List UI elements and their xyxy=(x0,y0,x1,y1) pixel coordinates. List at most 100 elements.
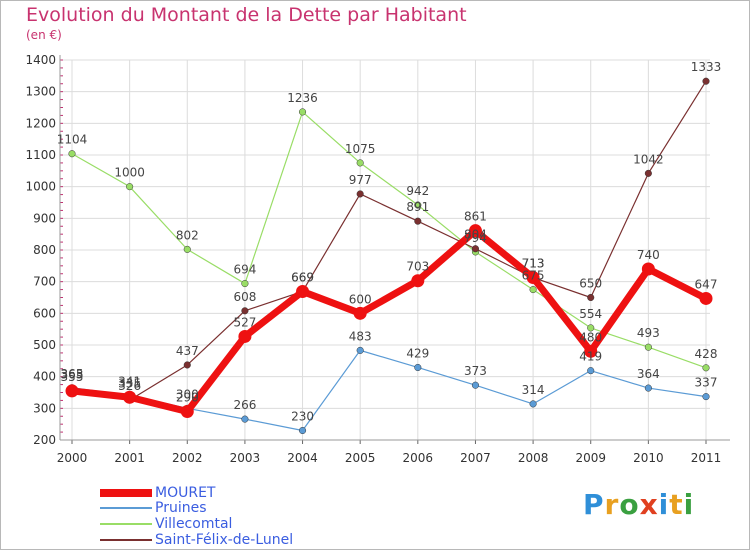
data-label-mouret: 740 xyxy=(637,248,660,262)
point-villecomtal xyxy=(356,159,364,167)
data-label-pruines: 373 xyxy=(464,364,487,378)
series-line-pruines xyxy=(71,349,707,432)
point-villecomtal xyxy=(298,108,307,116)
point-mouret xyxy=(238,329,252,343)
grid xyxy=(60,59,710,441)
y-tick-label: 1100 xyxy=(25,148,56,162)
point-pruines xyxy=(298,426,307,435)
data-label-villecomtal: 428 xyxy=(695,347,718,361)
series-line-saint-f-lix-de-lunel xyxy=(71,80,707,401)
data-label-mouret: 703 xyxy=(406,260,429,274)
logo-letter: x xyxy=(639,488,659,521)
legend-item-pruines: Pruines xyxy=(100,500,207,516)
data-label-pruines: 429 xyxy=(406,346,429,360)
data-label-villecomtal: 1104 xyxy=(57,133,88,147)
data-label-villecomtal: 675 xyxy=(522,269,545,283)
data-label-villecomtal: 1236 xyxy=(287,91,318,105)
y-tick-label: 1000 xyxy=(25,180,56,194)
point-pruines xyxy=(414,363,422,372)
y-tick-label: 1200 xyxy=(25,116,56,130)
y-tick-label: 1400 xyxy=(25,53,56,67)
y-tick-label: 400 xyxy=(33,370,56,384)
legend-swatch xyxy=(100,539,152,541)
point-pruines xyxy=(702,393,710,401)
point-mouret xyxy=(353,306,367,320)
point-mouret xyxy=(584,344,598,358)
y-tick-label: 800 xyxy=(33,243,56,257)
x-tick-label: 2008 xyxy=(518,451,549,465)
data-label-saint-f-lix-de-lunel: 669 xyxy=(291,270,314,284)
point-villecomtal xyxy=(241,280,249,288)
point-mouret xyxy=(296,284,310,298)
legend-item-saint-f-lix-de-lunel: Saint-Félix-de-Lunel xyxy=(100,532,293,548)
point-mouret xyxy=(526,271,540,285)
point-mouret xyxy=(411,274,425,288)
data-label-villecomtal: 493 xyxy=(637,326,660,340)
y-tick-label: 300 xyxy=(33,401,56,415)
point-villecomtal xyxy=(414,201,422,209)
data-label-mouret: 290 xyxy=(176,391,199,405)
legend-item-mouret: MOURET xyxy=(100,485,215,501)
y-tick-label: 900 xyxy=(33,211,56,225)
point-saint-f-lix-de-lunel xyxy=(241,307,249,315)
point-mouret xyxy=(699,291,713,305)
point-villecomtal xyxy=(68,150,76,158)
x-tick-label: 2007 xyxy=(460,451,491,465)
point-saint-f-lix-de-lunel xyxy=(471,245,480,253)
data-label-pruines: 483 xyxy=(349,329,372,343)
point-pruines xyxy=(529,400,537,408)
data-label-saint-f-lix-de-lunel: 891 xyxy=(406,200,429,214)
data-label-villecomtal: 794 xyxy=(464,231,487,245)
point-pruines xyxy=(587,367,595,375)
data-label-villecomtal: 554 xyxy=(579,307,602,321)
data-label-mouret: 861 xyxy=(464,210,487,224)
data-label-pruines: 230 xyxy=(291,410,314,424)
x-tick-label: 2001 xyxy=(114,451,145,465)
data-label-pruines: 300 xyxy=(176,387,199,401)
data-label-mouret: 335 xyxy=(118,376,141,390)
data-label-saint-f-lix-de-lunel: 437 xyxy=(176,344,199,358)
data-label-mouret: 355 xyxy=(61,370,84,384)
data-label-pruines: 314 xyxy=(522,383,545,397)
x-tick-label: 2002 xyxy=(172,451,203,465)
data-label-saint-f-lix-de-lunel: 363 xyxy=(61,367,84,381)
point-villecomtal xyxy=(126,183,134,191)
point-pruines xyxy=(644,384,652,392)
logo-letter: r xyxy=(604,488,620,521)
logo-letter: t xyxy=(669,488,684,521)
point-pruines xyxy=(356,346,364,354)
logo-letter: i xyxy=(683,488,695,521)
data-label-saint-f-lix-de-lunel: 713 xyxy=(522,257,545,271)
data-label-pruines: 419 xyxy=(579,350,602,364)
legend-label: Villecomtal xyxy=(155,516,233,532)
y-tick-label: 200 xyxy=(33,433,56,447)
data-label-pruines: 341 xyxy=(118,374,141,388)
data-label-saint-f-lix-de-lunel: 1042 xyxy=(633,152,664,166)
unit-label: (en €) xyxy=(26,28,62,42)
point-saint-f-lix-de-lunel xyxy=(356,190,364,198)
point-mouret xyxy=(123,390,137,404)
data-labels: 1104 1000 802 694 1236 1075 942 794 675 554 493 428… xyxy=(57,60,722,423)
point-pruines xyxy=(471,381,480,389)
data-label-villecomtal: 1000 xyxy=(114,166,145,180)
logo-letter: i xyxy=(658,488,670,521)
x-tick-label: 2005 xyxy=(345,451,376,465)
proxiti-logo: Proxiti xyxy=(583,488,694,521)
logo-letter: o xyxy=(619,488,640,521)
data-label-pruines: 337 xyxy=(695,376,718,390)
legend-swatch xyxy=(100,489,152,497)
legend-label: Pruines xyxy=(155,500,207,516)
point-saint-f-lix-de-lunel xyxy=(702,77,710,85)
data-label-mouret: 713 xyxy=(522,257,545,271)
data-label-mouret: 600 xyxy=(349,292,372,306)
data-label-saint-f-lix-de-lunel: 608 xyxy=(233,290,256,304)
point-villecomtal xyxy=(587,324,595,332)
data-label-mouret: 647 xyxy=(695,277,718,291)
data-label-pruines: 266 xyxy=(233,398,256,412)
point-mouret xyxy=(641,262,655,276)
logo-letter: P xyxy=(583,488,605,521)
data-label-saint-f-lix-de-lunel: 1333 xyxy=(691,60,722,74)
x-tick-label: 2010 xyxy=(633,451,664,465)
data-label-pruines: 364 xyxy=(637,367,660,381)
